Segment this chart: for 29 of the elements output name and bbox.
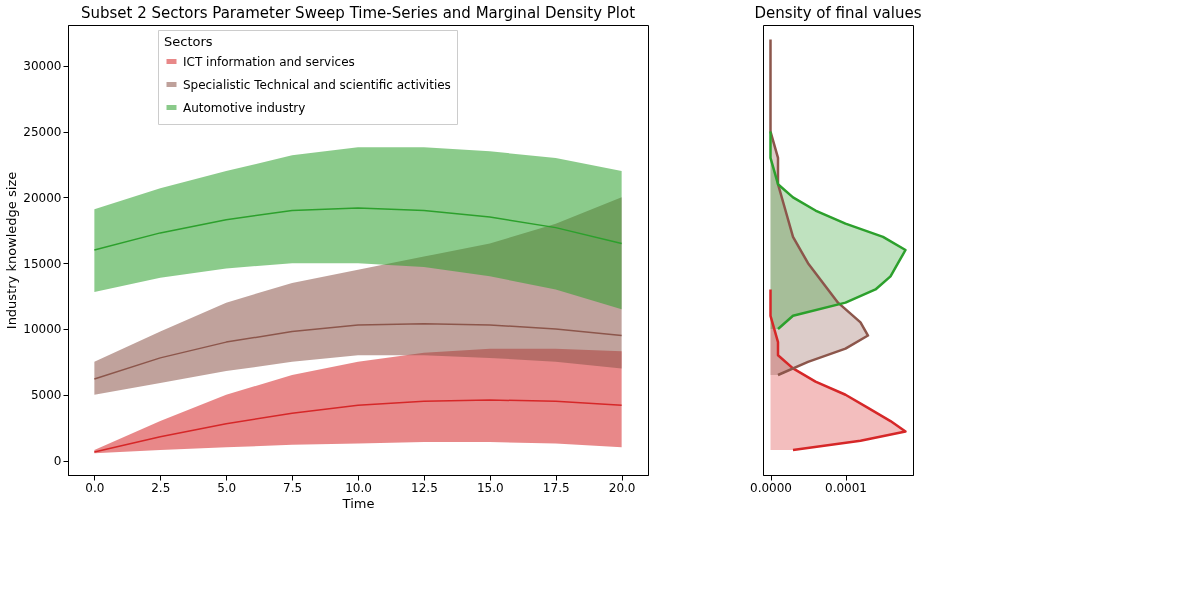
chart-title: Density of final values bbox=[754, 4, 922, 22]
x-tick-label: 12.5 bbox=[411, 480, 438, 495]
y-tick-label: 15000 bbox=[23, 256, 62, 271]
y-tick-label: 25000 bbox=[23, 125, 62, 140]
y-tick-label: 30000 bbox=[23, 59, 62, 74]
legend-label: Automotive industry bbox=[183, 100, 306, 115]
x-tick-label: 2.5 bbox=[151, 480, 171, 495]
line-series bbox=[93, 322, 623, 380]
x-tick-label: 10.0 bbox=[345, 480, 372, 495]
legend-label: Specialistic Technical and scientific activities bbox=[183, 77, 451, 92]
chart-title: Subset 2 Sectors Parameter Sweep Time-Series and Marginal Density Plot bbox=[80, 4, 636, 22]
y-tick-label: 0 bbox=[53, 454, 62, 469]
x-tick-label: 15.0 bbox=[476, 480, 504, 495]
legend-title: Sectors bbox=[164, 34, 213, 49]
x-tick-label: 0.0000 bbox=[750, 480, 792, 495]
y-tick-label: 10000 bbox=[23, 322, 62, 337]
y-axis-title: Industry knowledge size bbox=[4, 171, 20, 330]
legend-label: ICT information and services bbox=[183, 54, 355, 69]
y-tick-label: 5000 bbox=[30, 388, 62, 403]
line-series bbox=[93, 207, 623, 251]
x-tick-label: 17.5 bbox=[542, 480, 570, 495]
line-series bbox=[93, 399, 623, 453]
x-axis-title: Time bbox=[341, 495, 375, 511]
x-tick-label: 5.0 bbox=[217, 480, 237, 495]
x-tick-label: 20.0 bbox=[608, 480, 636, 495]
x-tick-label: 0.0001 bbox=[825, 480, 867, 495]
x-tick-label: 7.5 bbox=[283, 480, 303, 495]
y-tick-label: 20000 bbox=[23, 190, 62, 205]
x-tick-label: 0.0 bbox=[85, 480, 105, 495]
